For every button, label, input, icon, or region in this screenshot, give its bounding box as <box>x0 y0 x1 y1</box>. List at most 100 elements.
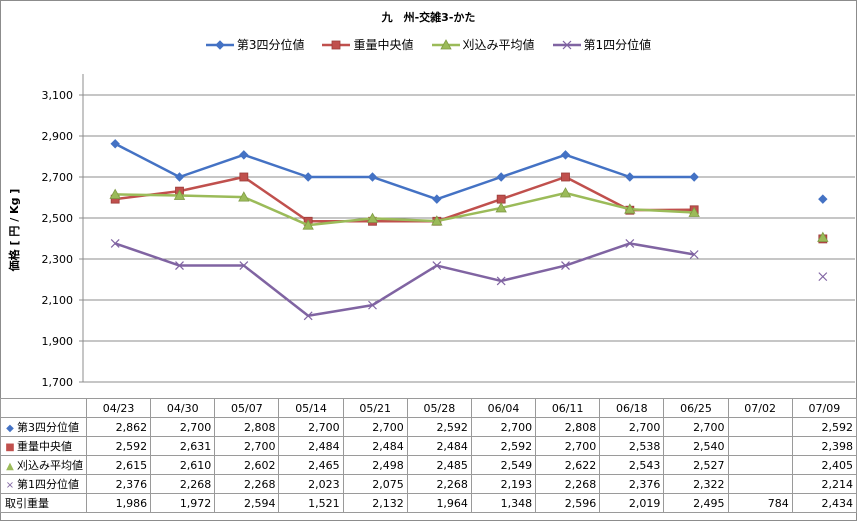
table-row: 取引重量 1,986 1,972 2,594 1,521 2,132 1,964 1,348 2… <box>0 493 857 513</box>
legend-marker <box>562 40 571 49</box>
legend-swatch <box>431 38 460 49</box>
data-point <box>302 219 314 230</box>
legend-label: 第3四分位値 <box>236 38 305 52</box>
table-cell: 2,700 <box>599 417 665 437</box>
square-marker-icon: ■ <box>5 442 15 453</box>
y-axis-label: 価格 [ 円 / Kg ] <box>7 189 21 273</box>
x-category-label: 05/14 <box>278 398 344 418</box>
table-cell: 2,484 <box>278 436 344 456</box>
x-category-label: 07/02 <box>727 398 793 418</box>
row-label: 第3四分位値 <box>17 421 79 434</box>
data-point <box>559 187 572 198</box>
table-cell: 2,700 <box>342 417 408 437</box>
legend-item: 第3四分位値 <box>205 36 305 53</box>
table-cell: 2,322 <box>663 474 729 494</box>
y-tick-label: 1,700 <box>42 376 74 389</box>
table-row: ■ 重量中央値 2,592 2,631 2,700 2,484 2,484 2,484 2,59… <box>0 436 857 456</box>
table-cell: 2,543 <box>599 455 665 475</box>
series-line-0 <box>114 142 695 201</box>
marker-stroke <box>368 300 377 310</box>
chart-title: 九 州-交雑3-かた <box>381 11 476 24</box>
table-cell <box>727 417 793 437</box>
data-point <box>173 189 186 200</box>
y-tick-label: 2,300 <box>42 253 74 266</box>
legend-swatch <box>322 40 351 49</box>
table-cell: 2,268 <box>535 474 601 494</box>
table-cell: 2,808 <box>535 417 601 437</box>
data-point <box>432 194 442 204</box>
y-axis-label-text: 価格 [ 円 / Kg ] <box>7 189 21 273</box>
data-point <box>366 212 379 223</box>
table-cell: 2,268 <box>150 474 216 494</box>
table-header-row: 04/23 04/30 05/07 05/14 05/21 05/28 06/04 06/11… <box>0 398 857 418</box>
data-point <box>110 139 120 149</box>
y-tick-label: 2,500 <box>42 212 74 225</box>
table-cell: 2,622 <box>535 455 601 475</box>
diamond-marker-icon: ◆ <box>6 423 14 434</box>
marker-stroke <box>562 40 571 49</box>
table-cell: 2,019 <box>599 493 665 513</box>
table-cell: 2,405 <box>791 455 857 475</box>
data-point <box>625 238 635 248</box>
marker-stroke <box>110 238 120 248</box>
table-cell <box>727 474 793 494</box>
table-cell: 2,214 <box>791 474 857 494</box>
data-point <box>303 311 313 321</box>
series-line-1 <box>115 175 695 223</box>
x-category-label: 06/11 <box>535 398 601 418</box>
data-point <box>238 191 250 202</box>
table-cell: 2,540 <box>663 436 729 456</box>
row-label: 刈込み平均値 <box>17 459 83 472</box>
table-cell: 2,132 <box>342 493 408 513</box>
table-cell: 2,495 <box>663 493 729 513</box>
legend-swatch <box>205 39 234 50</box>
data-point <box>110 238 120 248</box>
table-cell: 2,700 <box>663 417 729 437</box>
data-point <box>175 261 184 270</box>
data-point <box>496 194 506 204</box>
table-cell: 2,862 <box>85 417 152 437</box>
y-tick-label: 1,900 <box>42 335 74 348</box>
marker-stroke <box>625 238 635 248</box>
table-cell: 2,498 <box>342 455 408 475</box>
data-point <box>688 206 700 217</box>
triangle-marker-icon: ▲ <box>6 461 14 472</box>
legend-marker <box>439 38 452 49</box>
table-cell: 2,602 <box>214 455 280 475</box>
data-point <box>689 172 699 182</box>
table-cell: 2,700 <box>214 436 280 456</box>
table-cell: 2,596 <box>535 493 601 513</box>
data-point <box>239 172 249 182</box>
marker-stroke <box>496 276 506 286</box>
legend-swatch <box>552 40 581 49</box>
data-point <box>496 276 506 286</box>
marker-stroke <box>175 261 184 270</box>
marker-stroke <box>818 272 828 282</box>
table-row: × 第1四分位値 2,376 2,268 2,268 2,023 2,075 2,268 2,1… <box>0 474 857 494</box>
table-cell: 2,700 <box>470 417 537 437</box>
table-row: ▲ 刈込み平均値 2,615 2,610 2,602 2,465 2,498 2,485 2,5… <box>0 455 857 475</box>
legend-label: 重量中央値 <box>353 38 414 52</box>
data-point <box>561 172 570 182</box>
row-label: 取引重量 <box>5 497 49 510</box>
table-cell <box>727 436 793 456</box>
data-point <box>818 272 828 282</box>
series-line-2 <box>115 191 695 227</box>
legend-item: 第1四分位値 <box>552 36 651 53</box>
table-cell: 2,592 <box>470 436 537 456</box>
data-point <box>625 172 635 182</box>
table-cell: 2,610 <box>150 455 216 475</box>
table-cell: 2,398 <box>791 436 857 456</box>
table-cell: 2,615 <box>85 455 152 475</box>
x-category-label: 04/23 <box>85 398 152 418</box>
x-category-label: 06/18 <box>599 398 665 418</box>
legend-item: 重量中央値 <box>322 36 414 53</box>
data-point <box>624 203 636 214</box>
table-cell: 2,700 <box>535 436 601 456</box>
y-tick-label: 2,900 <box>42 130 74 143</box>
x-category-label: 05/21 <box>342 398 408 418</box>
table-cell: 2,268 <box>214 474 280 494</box>
table-cell: 2,538 <box>599 436 665 456</box>
x-category-label: 05/07 <box>214 398 280 418</box>
row-label-cell: × 第1四分位値 <box>0 474 87 494</box>
